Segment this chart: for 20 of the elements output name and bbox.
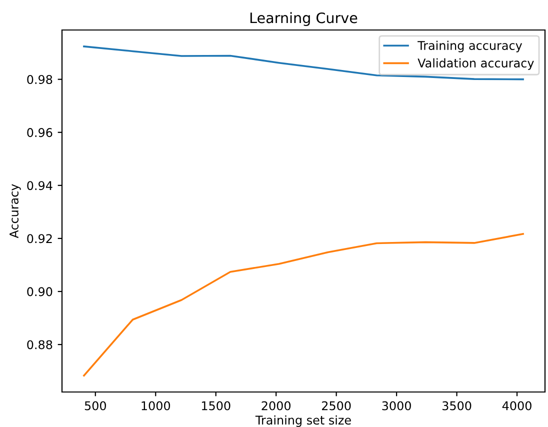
x-tick-label: 4000 [502,401,532,410]
x-tick-label: 1000 [142,401,170,410]
y-tick-label: 0.88 [27,340,52,350]
x-axis-title: Training set size [255,415,351,427]
y-axis-title: Accuracy [10,184,21,238]
x-tick-label: 3500 [442,401,472,410]
x-tick-label: 2000 [262,401,290,410]
x-tick-label: 3000 [382,401,411,410]
line-series [83,233,524,376]
x-tick-label: 1500 [202,401,230,410]
legend-label: Training accuracy [418,40,522,52]
y-tick-label: 0.98 [27,75,52,84]
x-tick-label: 500 [84,401,106,410]
chart-title: Learning Curve [250,12,358,26]
legend-label: Validation accuracy [418,58,534,70]
y-tick-label: 0.96 [27,128,52,138]
x-tick-label: 2500 [322,401,351,410]
y-tick-label: 0.90 [27,287,52,296]
y-tick-label: 0.92 [27,234,52,244]
y-tick-label: 0.94 [27,181,52,190]
